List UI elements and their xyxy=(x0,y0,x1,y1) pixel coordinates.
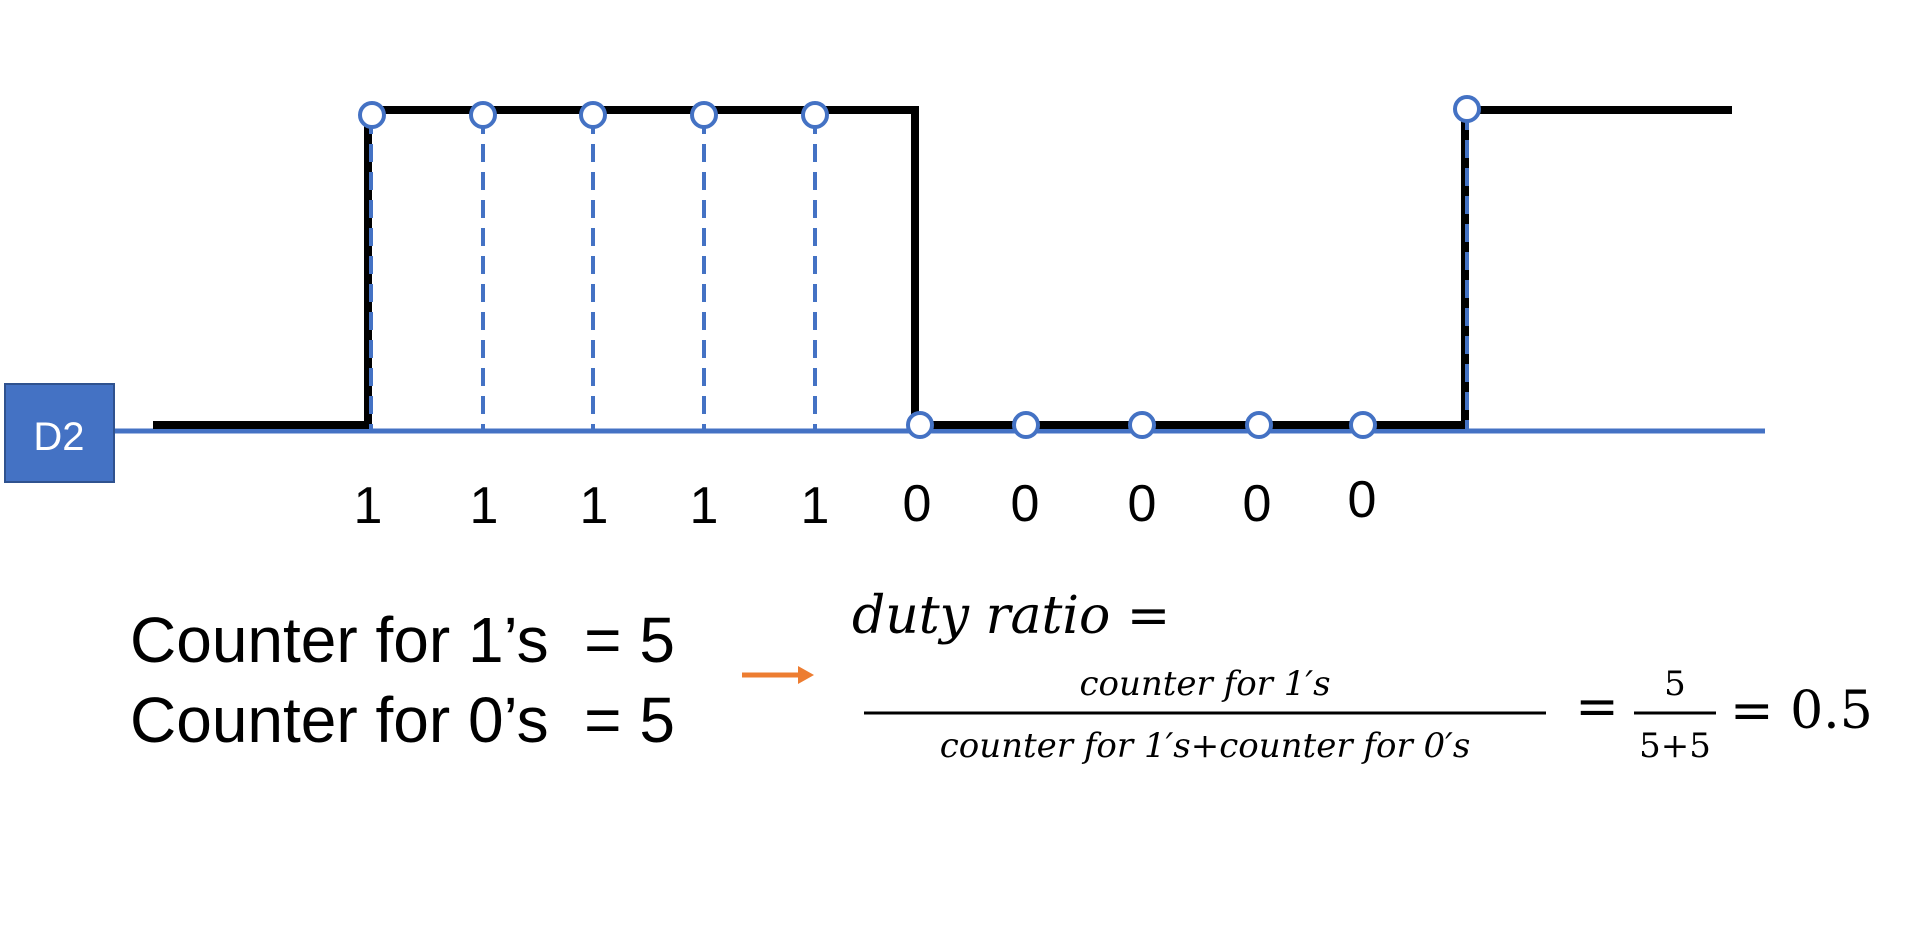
formula-result: = 0.5 xyxy=(1730,681,1873,741)
signal-label-box xyxy=(4,383,115,483)
sample-point xyxy=(801,101,829,129)
sample-point xyxy=(358,101,386,129)
small-fraction-numerator: 5 xyxy=(1664,664,1686,704)
counter-ones: Counter for 1’s = 5 xyxy=(130,604,675,676)
formula-equals: = xyxy=(1575,677,1619,737)
sample-lines xyxy=(369,112,1469,430)
bit-label: 0 xyxy=(903,475,932,533)
formula-denominator: counter for 1′s+counter for 0′s xyxy=(940,726,1471,766)
sample-point xyxy=(469,101,497,129)
sample-point xyxy=(579,101,607,129)
counter-zeros: Counter for 0’s = 5 xyxy=(130,684,675,756)
bit-label: 1 xyxy=(801,477,830,535)
sample-point xyxy=(1128,411,1156,439)
bit-labels: 1 1 1 1 1 0 0 0 0 0 xyxy=(354,471,1377,535)
sample-point xyxy=(690,101,718,129)
small-fraction-denominator: 5+5 xyxy=(1639,726,1711,766)
arrow-icon xyxy=(742,666,814,684)
sample-point xyxy=(1349,411,1377,439)
sample-point xyxy=(1453,95,1481,123)
sample-points xyxy=(358,95,1481,439)
bit-label: 0 xyxy=(1348,471,1377,529)
sample-point xyxy=(1012,411,1040,439)
signal-label: D2 xyxy=(33,415,84,459)
bit-label: 0 xyxy=(1128,475,1157,533)
sample-point xyxy=(906,411,934,439)
formula-numerator: counter for 1′s xyxy=(1079,664,1330,704)
bit-label: 1 xyxy=(690,477,719,535)
bit-label: 1 xyxy=(354,477,383,535)
formula-lhs: duty ratio = xyxy=(852,586,1170,646)
bit-label: 1 xyxy=(580,477,609,535)
bit-label: 0 xyxy=(1243,475,1272,533)
duty-ratio-formula: duty ratio = counter for 1′s counter for… xyxy=(852,586,1873,766)
sample-point xyxy=(1245,411,1273,439)
bit-label: 1 xyxy=(470,477,499,535)
bit-label: 0 xyxy=(1011,475,1040,533)
square-wave-signal xyxy=(153,106,1732,429)
